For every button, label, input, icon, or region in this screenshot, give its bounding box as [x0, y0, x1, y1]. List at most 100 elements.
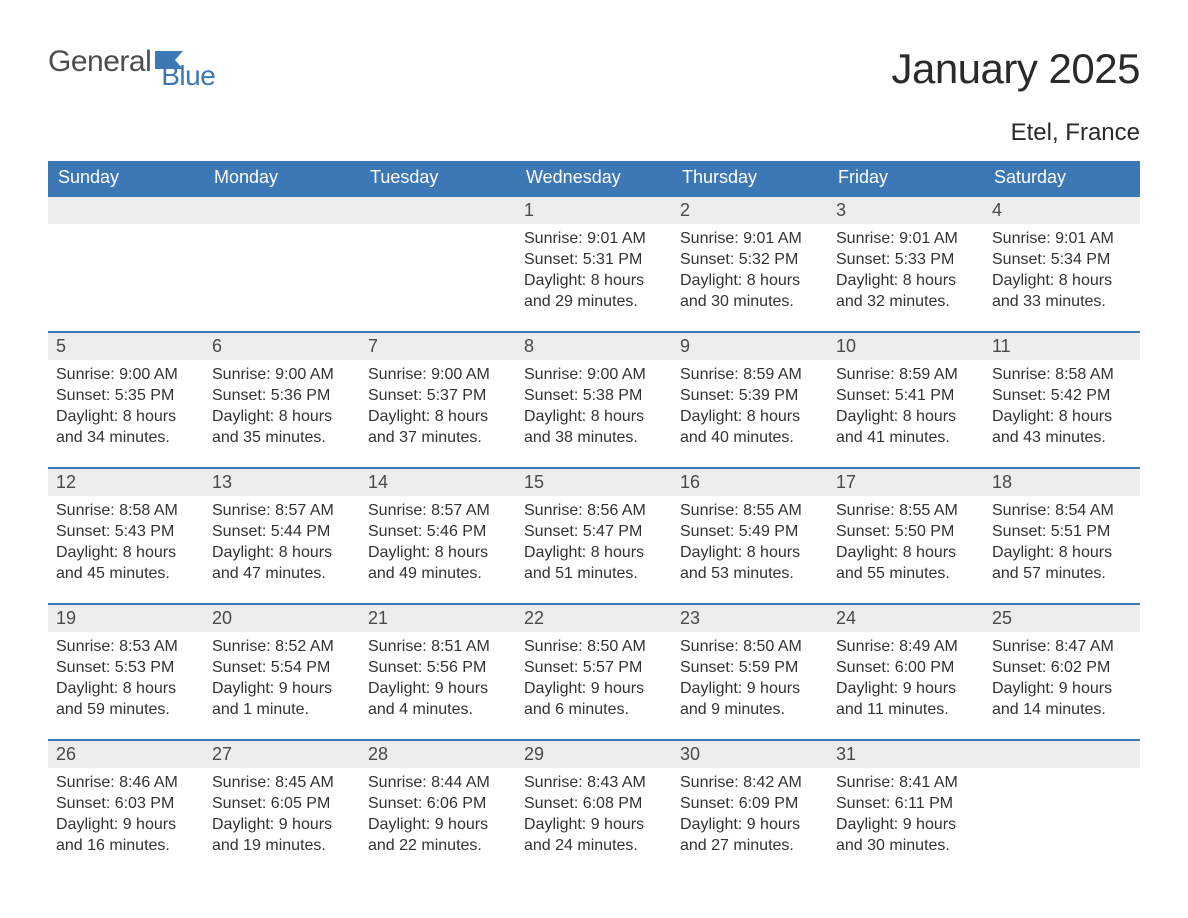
day-number-cell: 6: [204, 332, 360, 360]
day-details: Sunrise: 8:57 AMSunset: 5:44 PMDaylight:…: [204, 496, 360, 588]
month-title: January 2025: [891, 45, 1140, 93]
daylight-line: Daylight: 9 hours and 6 minutes.: [524, 678, 666, 720]
day-details: Sunrise: 8:43 AMSunset: 6:08 PMDaylight:…: [516, 768, 672, 860]
daylight-line: Daylight: 8 hours and 59 minutes.: [56, 678, 198, 720]
day-number: 18: [984, 469, 1140, 496]
week-content-row: Sunrise: 8:53 AMSunset: 5:53 PMDaylight:…: [48, 632, 1140, 740]
week-content-row: Sunrise: 9:01 AMSunset: 5:31 PMDaylight:…: [48, 224, 1140, 332]
sunset-line: Sunset: 5:34 PM: [992, 249, 1134, 270]
day-number: 3: [828, 197, 984, 224]
sunset-line: Sunset: 6:08 PM: [524, 793, 666, 814]
day-number-cell: 13: [204, 468, 360, 496]
day-number: 5: [48, 333, 204, 360]
day-number-cell: [204, 196, 360, 224]
sunrise-line: Sunrise: 9:01 AM: [836, 228, 978, 249]
sunrise-line: Sunrise: 9:01 AM: [524, 228, 666, 249]
day-content-cell: Sunrise: 8:50 AMSunset: 5:59 PMDaylight:…: [672, 632, 828, 740]
daylight-line: Daylight: 9 hours and 27 minutes.: [680, 814, 822, 856]
daylight-line: Daylight: 9 hours and 1 minute.: [212, 678, 354, 720]
day-number: 16: [672, 469, 828, 496]
week-number-row: 19202122232425: [48, 604, 1140, 632]
day-content-cell: Sunrise: 8:59 AMSunset: 5:41 PMDaylight:…: [828, 360, 984, 468]
sunrise-line: Sunrise: 8:45 AM: [212, 772, 354, 793]
daylight-line: Daylight: 9 hours and 14 minutes.: [992, 678, 1134, 720]
week-number-row: 262728293031: [48, 740, 1140, 768]
day-number-cell: 21: [360, 604, 516, 632]
week-number-row: 567891011: [48, 332, 1140, 360]
day-details: Sunrise: 8:52 AMSunset: 5:54 PMDaylight:…: [204, 632, 360, 724]
daylight-line: Daylight: 8 hours and 35 minutes.: [212, 406, 354, 448]
daylight-line: Daylight: 9 hours and 16 minutes.: [56, 814, 198, 856]
day-number: 10: [828, 333, 984, 360]
week-content-row: Sunrise: 8:58 AMSunset: 5:43 PMDaylight:…: [48, 496, 1140, 604]
day-content-cell: Sunrise: 8:57 AMSunset: 5:44 PMDaylight:…: [204, 496, 360, 604]
day-number: 6: [204, 333, 360, 360]
day-details: Sunrise: 8:59 AMSunset: 5:39 PMDaylight:…: [672, 360, 828, 452]
day-number-cell: 4: [984, 196, 1140, 224]
day-content-cell: Sunrise: 8:56 AMSunset: 5:47 PMDaylight:…: [516, 496, 672, 604]
sunrise-line: Sunrise: 8:46 AM: [56, 772, 198, 793]
sunset-line: Sunset: 5:49 PM: [680, 521, 822, 542]
day-number-cell: 26: [48, 740, 204, 768]
sunrise-line: Sunrise: 9:00 AM: [368, 364, 510, 385]
logo: General Blue: [48, 45, 245, 79]
day-content-cell: Sunrise: 9:00 AMSunset: 5:37 PMDaylight:…: [360, 360, 516, 468]
daylight-line: Daylight: 8 hours and 40 minutes.: [680, 406, 822, 448]
day-content-cell: Sunrise: 8:44 AMSunset: 6:06 PMDaylight:…: [360, 768, 516, 876]
day-number-cell: 31: [828, 740, 984, 768]
sunset-line: Sunset: 5:47 PM: [524, 521, 666, 542]
day-details: Sunrise: 8:50 AMSunset: 5:59 PMDaylight:…: [672, 632, 828, 724]
daylight-line: Daylight: 9 hours and 24 minutes.: [524, 814, 666, 856]
sunset-line: Sunset: 5:42 PM: [992, 385, 1134, 406]
day-number: 24: [828, 605, 984, 632]
calendar-table: Sunday Monday Tuesday Wednesday Thursday…: [48, 161, 1140, 876]
day-number-cell: 28: [360, 740, 516, 768]
sunset-line: Sunset: 6:02 PM: [992, 657, 1134, 678]
sunrise-line: Sunrise: 8:54 AM: [992, 500, 1134, 521]
day-number: 8: [516, 333, 672, 360]
sunset-line: Sunset: 6:03 PM: [56, 793, 198, 814]
day-content-cell: [204, 224, 360, 332]
sunset-line: Sunset: 5:59 PM: [680, 657, 822, 678]
week-content-row: Sunrise: 9:00 AMSunset: 5:35 PMDaylight:…: [48, 360, 1140, 468]
sunrise-line: Sunrise: 9:00 AM: [524, 364, 666, 385]
day-content-cell: Sunrise: 8:55 AMSunset: 5:49 PMDaylight:…: [672, 496, 828, 604]
sunset-line: Sunset: 5:36 PM: [212, 385, 354, 406]
sunset-line: Sunset: 5:44 PM: [212, 521, 354, 542]
daylight-line: Daylight: 8 hours and 55 minutes.: [836, 542, 978, 584]
day-number-cell: 16: [672, 468, 828, 496]
calendar-body: 1 23 4Sunrise: 9:01 AMSunset: 5:31 PMDayli…: [48, 196, 1140, 876]
sunset-line: Sunset: 5:43 PM: [56, 521, 198, 542]
sunrise-line: Sunrise: 9:00 AM: [56, 364, 198, 385]
day-content-cell: Sunrise: 9:01 AMSunset: 5:32 PMDaylight:…: [672, 224, 828, 332]
day-content-cell: Sunrise: 8:49 AMSunset: 6:00 PMDaylight:…: [828, 632, 984, 740]
sunrise-line: Sunrise: 8:57 AM: [212, 500, 354, 521]
daylight-line: Daylight: 8 hours and 34 minutes.: [56, 406, 198, 448]
day-details: Sunrise: 8:41 AMSunset: 6:11 PMDaylight:…: [828, 768, 984, 860]
day-details: Sunrise: 8:56 AMSunset: 5:47 PMDaylight:…: [516, 496, 672, 588]
day-details: Sunrise: 9:01 AMSunset: 5:32 PMDaylight:…: [672, 224, 828, 316]
sunset-line: Sunset: 6:05 PM: [212, 793, 354, 814]
day-number-cell: 1: [516, 196, 672, 224]
day-details: Sunrise: 8:49 AMSunset: 6:00 PMDaylight:…: [828, 632, 984, 724]
day-content-cell: Sunrise: 8:57 AMSunset: 5:46 PMDaylight:…: [360, 496, 516, 604]
day-number: 20: [204, 605, 360, 632]
day-details: Sunrise: 9:01 AMSunset: 5:33 PMDaylight:…: [828, 224, 984, 316]
day-number-cell: 23: [672, 604, 828, 632]
daylight-line: Daylight: 8 hours and 43 minutes.: [992, 406, 1134, 448]
col-sunday: Sunday: [48, 161, 204, 196]
sunrise-line: Sunrise: 9:01 AM: [992, 228, 1134, 249]
logo-word-1: General: [48, 45, 151, 79]
day-content-cell: Sunrise: 8:41 AMSunset: 6:11 PMDaylight:…: [828, 768, 984, 876]
day-number: 31: [828, 741, 984, 768]
location-label: Etel, France: [891, 119, 1140, 147]
day-content-cell: Sunrise: 9:00 AMSunset: 5:38 PMDaylight:…: [516, 360, 672, 468]
sunrise-line: Sunrise: 8:57 AM: [368, 500, 510, 521]
sunrise-line: Sunrise: 8:59 AM: [836, 364, 978, 385]
sunrise-line: Sunrise: 8:55 AM: [680, 500, 822, 521]
sunset-line: Sunset: 6:00 PM: [836, 657, 978, 678]
day-details: Sunrise: 8:55 AMSunset: 5:49 PMDaylight:…: [672, 496, 828, 588]
day-details: Sunrise: 8:47 AMSunset: 6:02 PMDaylight:…: [984, 632, 1140, 724]
daylight-line: Daylight: 9 hours and 19 minutes.: [212, 814, 354, 856]
sunset-line: Sunset: 5:57 PM: [524, 657, 666, 678]
